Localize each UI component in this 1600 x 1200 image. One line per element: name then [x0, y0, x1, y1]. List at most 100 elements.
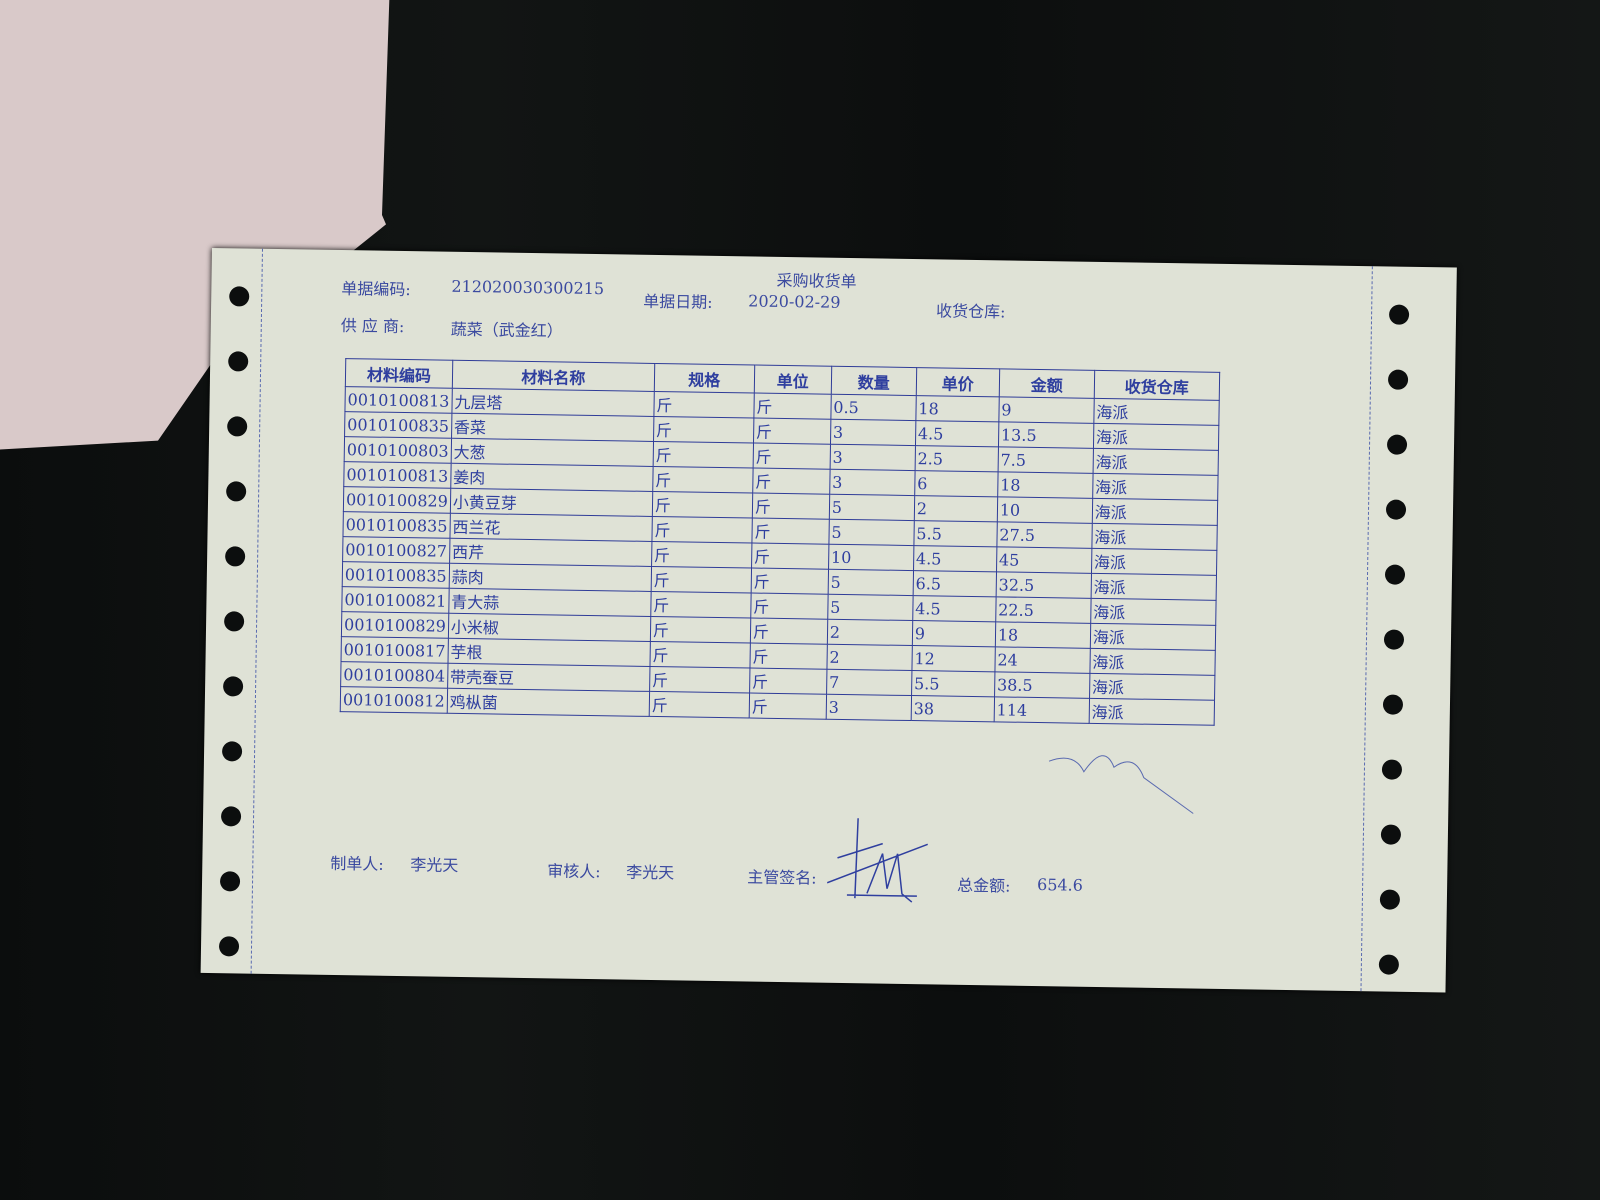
table-cell: 斤	[653, 416, 754, 444]
tractor-feed-hole	[1384, 564, 1406, 585]
table-cell: 斤	[753, 393, 832, 420]
table-cell: 九层塔	[451, 388, 655, 417]
table-cell: 海派	[1088, 698, 1215, 726]
table-cell: 斤	[652, 441, 754, 469]
table-cell: 9	[998, 396, 1095, 424]
table-cell: 斤	[653, 391, 755, 419]
tractor-feed-hole	[226, 481, 247, 502]
column-header: 数量	[831, 366, 917, 396]
table-cell: 10	[828, 544, 914, 571]
table-cell: 0010100804	[340, 661, 448, 689]
items-table: 材料编码 材料名称 规格 单位 数量 单价 金额 收货仓库 0010100813 九层塔斤斤 0.…	[340, 358, 1220, 726]
tractor-feed-hole	[1379, 889, 1401, 910]
table-cell: 0010100813	[343, 461, 451, 489]
perforation-right	[1360, 266, 1373, 992]
table-cell: 4.5	[915, 420, 999, 447]
table-cell: 3	[830, 419, 916, 446]
table-cell: 7	[826, 669, 912, 696]
table-cell: 海派	[1093, 423, 1219, 451]
table-cell: 斤	[752, 443, 831, 470]
table-cell: 3	[829, 469, 915, 496]
table-cell: 斤	[753, 418, 831, 445]
tractor-feed-hole	[1382, 694, 1404, 715]
table-cell: 斤	[749, 667, 827, 695]
table-cell: 0010100829	[343, 486, 451, 514]
table-cell: 0010100821	[341, 586, 449, 614]
table-cell: 斤	[752, 493, 830, 520]
column-header: 规格	[654, 363, 755, 394]
table-cell: 斤	[750, 593, 828, 620]
warehouse-label: 收货仓库:	[935, 301, 1006, 322]
table-cell: 斤	[652, 491, 753, 519]
table-cell: 斤	[749, 643, 828, 670]
table-cell: 22.5	[995, 596, 1091, 624]
table-cell: 9	[912, 620, 996, 647]
column-header: 单位	[754, 365, 832, 395]
tractor-feed-hole	[218, 936, 240, 957]
table-cell: 斤	[750, 618, 828, 645]
table-cell: 斤	[750, 568, 829, 595]
table-cell: 2	[826, 644, 913, 671]
tractor-feed-hole	[228, 351, 249, 372]
tractor-feed-hole	[219, 871, 241, 892]
table-cell: 海派	[1089, 673, 1215, 701]
table-cell: 2	[827, 619, 913, 646]
date-label: 单据日期:	[643, 291, 713, 312]
tractor-feed-hole	[227, 416, 248, 437]
table-cell: 海派	[1089, 648, 1216, 676]
reviewer-label: 审核人:	[547, 861, 601, 882]
table-cell: 青大蒜	[448, 588, 651, 617]
table-cell: 斤	[649, 666, 750, 693]
table-cell: 2	[914, 495, 998, 522]
table-cell: 5.5	[913, 520, 998, 547]
table-cell: 5	[829, 494, 915, 521]
total: 654.6	[1036, 875, 1084, 895]
table-cell: 10	[997, 496, 1093, 524]
tractor-feed-hole	[1380, 824, 1402, 845]
table-cell: 0010100812	[340, 686, 448, 714]
maker: 李光天	[410, 855, 459, 875]
table-cell: 0010100835	[342, 561, 450, 589]
table-cell: 斤	[651, 516, 753, 544]
table-cell: 蒜肉	[448, 563, 652, 592]
maker-label: 制单人:	[330, 853, 384, 874]
handwritten-scribble	[1048, 755, 1194, 814]
table-cell: 0010100803	[344, 436, 452, 464]
supplier: 蔬菜（武金红）	[450, 319, 563, 341]
tractor-feed-hole	[220, 806, 242, 827]
table-cell: 斤	[751, 543, 829, 570]
table-cell: 5	[828, 519, 915, 546]
table-cell: 海派	[1092, 498, 1218, 526]
table-cell: 斤	[651, 541, 752, 569]
tractor-feed-hole	[1387, 369, 1409, 390]
table-cell: 0010100829	[341, 611, 449, 639]
table-cell: 海派	[1090, 573, 1217, 601]
table-cell: 38	[910, 695, 995, 722]
table-cell: 5	[827, 569, 914, 596]
table-cell: 芋根	[447, 638, 651, 667]
table-cell: 小米椒	[448, 613, 651, 642]
table-cell: 0010100813	[344, 386, 453, 414]
table-cell: 斤	[650, 566, 752, 594]
table-cell: 0010100827	[342, 536, 450, 564]
table-cell: 2.5	[914, 445, 999, 472]
column-header: 金额	[999, 368, 1095, 399]
table-cell: 姜肉	[450, 463, 653, 492]
handwritten-signature	[826, 818, 928, 903]
perforation-left	[250, 248, 263, 974]
table-cell: 18	[997, 471, 1093, 499]
doc-no: 212020030300215	[451, 276, 605, 299]
table-cell: 18	[915, 395, 1000, 422]
table-cell: 0010100835	[342, 511, 451, 539]
table-cell: 3	[829, 444, 916, 471]
column-header: 材料编码	[345, 358, 453, 389]
table-cell: 24	[994, 646, 1091, 674]
table-cell: 斤	[650, 616, 751, 644]
table-cell: 香菜	[451, 413, 654, 442]
date: 2020-02-29	[748, 291, 841, 312]
table-cell: 18	[995, 621, 1091, 649]
total-label: 总金额:	[956, 875, 1011, 896]
table-cell: 海派	[1090, 623, 1216, 651]
table-cell: 5	[827, 594, 913, 621]
table-cell: 13.5	[998, 421, 1094, 449]
